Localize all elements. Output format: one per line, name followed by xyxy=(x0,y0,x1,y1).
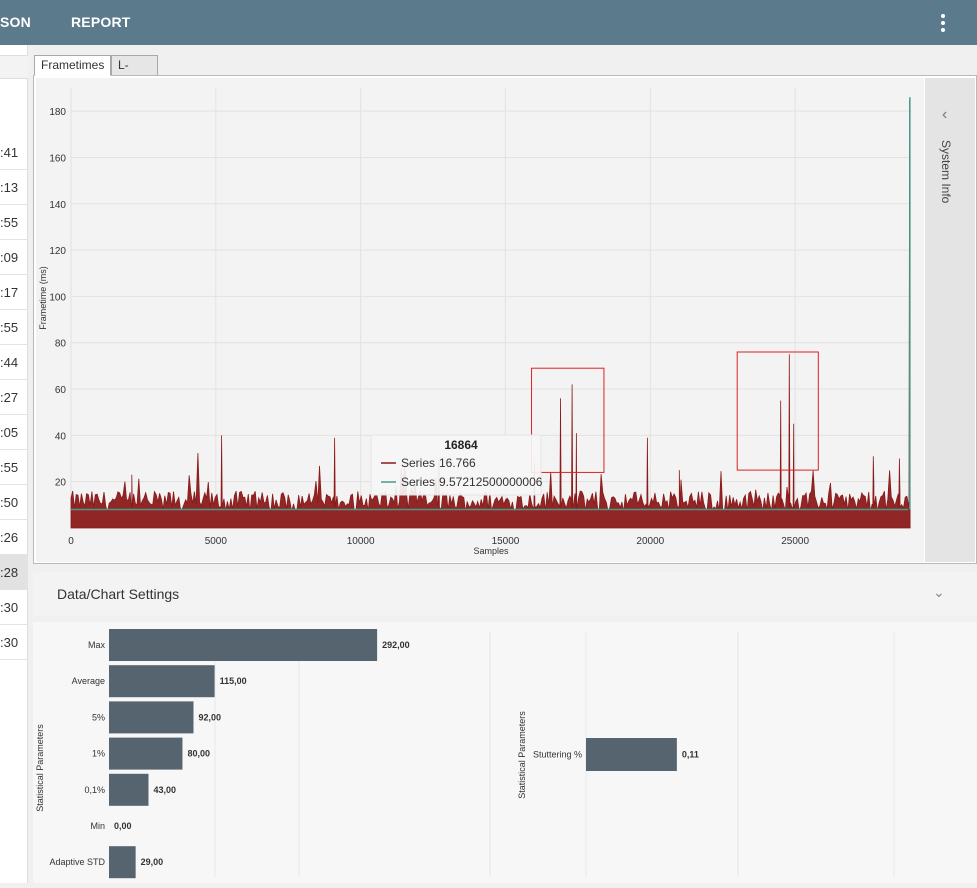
tooltip-series-value: 16.766 xyxy=(439,456,476,470)
stats-category-label: Min xyxy=(90,821,105,831)
session-list-item[interactable]: :26 xyxy=(0,520,28,555)
stats-bar xyxy=(109,846,136,879)
tooltip-box xyxy=(370,434,542,496)
y-tick-label: 40 xyxy=(55,431,67,442)
stats-category-label: 1% xyxy=(92,749,105,759)
session-list: :41:13:55:09:17:55:44:27:05:55:50:26:28:… xyxy=(0,45,28,883)
session-list-item[interactable]: :44 xyxy=(0,345,28,380)
session-list-item[interactable]: :05 xyxy=(0,415,28,450)
stats-value-label: 92,00 xyxy=(198,712,221,722)
session-list-item[interactable]: :30 xyxy=(0,590,28,625)
session-list-item[interactable]: :28 xyxy=(0,555,28,590)
stats-value-label: 0,11 xyxy=(682,750,699,760)
highlight-box xyxy=(531,367,605,473)
x-tick-label: 25000 xyxy=(781,536,809,547)
tooltip-series-value: 9.57212500000006 xyxy=(439,475,543,489)
chevron-down-icon[interactable]: ⌄ xyxy=(933,584,945,600)
stats-bar-chart-stuttering: Statistical Parameters Stuttering % 0,11 xyxy=(517,711,699,799)
y-tick-label: 60 xyxy=(55,385,67,396)
stats-category-label: Adaptive STD xyxy=(49,857,105,867)
session-list-item[interactable]: :27 xyxy=(0,380,28,415)
session-list-item[interactable]: :55 xyxy=(0,310,28,345)
system-info-panel[interactable]: ‹ System Info xyxy=(925,78,975,562)
session-list-item[interactable]: :09 xyxy=(0,240,28,275)
session-list-item[interactable]: :55 xyxy=(0,205,28,240)
stats-category-label: Stuttering % xyxy=(533,750,582,760)
stats-category-label: Average xyxy=(72,676,105,686)
stats-bar xyxy=(109,701,194,734)
data-chart-settings-header[interactable]: Data/Chart Settings ⌄ xyxy=(33,572,977,616)
x-tick-label: 15000 xyxy=(492,536,520,547)
stats-bar xyxy=(586,738,677,771)
session-list-item[interactable]: :50 xyxy=(0,485,28,520)
kebab-menu-icon[interactable] xyxy=(936,12,950,34)
chart-tooltip: 16864 Series 16.766 Series 9.57212500000006 xyxy=(370,434,543,496)
y-tick-label: 160 xyxy=(49,153,66,164)
y-tick-label: 20 xyxy=(55,478,67,489)
x-tick-label: 20000 xyxy=(636,536,664,547)
y-tick-label: 100 xyxy=(49,292,66,303)
tooltip-series-name: Series xyxy=(401,456,435,470)
tab-frametimes[interactable]: Frametimes xyxy=(34,55,112,76)
stats-bar-chart-main: Statistical Parameters Max 292,00 Average 11… xyxy=(35,629,410,879)
session-list-item[interactable]: :41 xyxy=(0,135,28,170)
stats-value-label: 29,00 xyxy=(141,857,164,867)
y-tick-label: 180 xyxy=(49,107,66,118)
session-list-item[interactable]: :55 xyxy=(0,450,28,485)
session-list-header xyxy=(0,55,28,79)
stats-y-axis-label: Statistical Parameters xyxy=(35,724,45,812)
stats-bar xyxy=(109,629,378,661)
y-tick-label: 80 xyxy=(55,339,67,350)
stats-category-label: 5% xyxy=(92,712,105,722)
tooltip-title: 16864 xyxy=(444,438,478,452)
settings-title: Data/Chart Settings xyxy=(57,586,180,602)
highlight-box xyxy=(736,351,819,471)
x-axis-label: Samples xyxy=(473,546,509,556)
session-list-item[interactable]: :17 xyxy=(0,275,28,310)
y-axis-label: Frametime (ms) xyxy=(38,266,48,330)
tab-l-shape[interactable]: L-shape xyxy=(111,55,158,91)
system-info-label: System Info xyxy=(939,140,953,204)
frametime-chart-panel: 20 40 60 80 100 120 140 160 180 0 5000 10000 15000 20… xyxy=(33,75,977,564)
stats-bar xyxy=(109,737,183,770)
session-list-item[interactable]: :30 xyxy=(0,625,28,660)
nav-comparison[interactable]: SON xyxy=(0,14,31,30)
stats-y-axis-label: Statistical Parameters xyxy=(517,711,527,799)
frametime-plot-area[interactable]: 20 40 60 80 100 120 140 160 180 0 5000 10000 15000 20… xyxy=(36,78,924,562)
y-tick-label: 140 xyxy=(49,200,66,211)
top-app-bar: SON REPORT xyxy=(0,0,977,45)
x-tick-label: 10000 xyxy=(347,536,375,547)
y-tick-label: 120 xyxy=(49,246,66,257)
stats-bar xyxy=(109,773,149,806)
stats-value-label: 0,00 xyxy=(114,821,132,831)
x-tick-label: 0 xyxy=(68,536,74,547)
session-list-item[interactable]: :13 xyxy=(0,170,28,205)
stats-value-label: 80,00 xyxy=(187,749,210,759)
nav-report[interactable]: REPORT xyxy=(71,14,131,30)
stats-bar xyxy=(109,665,215,698)
statistics-charts: Statistical Parameters Max 292,00 Average 11… xyxy=(35,629,895,879)
frametime-chart[interactable]: 20 40 60 80 100 120 140 160 180 0 5000 10000 15000 20… xyxy=(36,78,924,562)
x-tick-label: 5000 xyxy=(205,536,228,547)
stats-value-label: 292,00 xyxy=(382,640,410,650)
stats-category-label: 0,1% xyxy=(84,785,105,795)
chevron-left-icon[interactable]: ‹ xyxy=(942,106,948,123)
stats-category-label: Max xyxy=(88,640,106,650)
tooltip-series-name: Series xyxy=(401,475,435,489)
stats-value-label: 43,00 xyxy=(153,785,176,795)
stats-value-label: 115,00 xyxy=(220,676,247,686)
statistics-panel: Statistical Parameters Max 292,00 Average 11… xyxy=(33,622,977,883)
